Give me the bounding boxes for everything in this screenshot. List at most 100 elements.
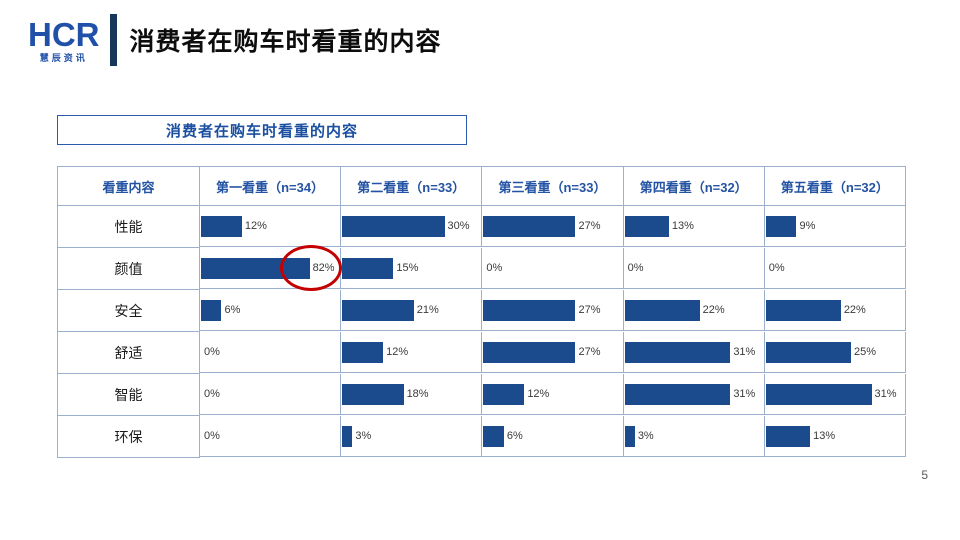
bar-cell: 31% [623, 332, 765, 373]
bar-value-label: 3% [355, 430, 372, 442]
bar-value-label: 22% [843, 304, 866, 316]
column-header: 第一看重（n=34） [200, 167, 342, 206]
value-bar [624, 215, 669, 237]
bar-value-label: 22% [702, 304, 725, 316]
column-header: 看重内容 [58, 167, 200, 206]
bar-cell: 3% [623, 416, 765, 457]
bar-value-label: 12% [386, 346, 409, 358]
bar-cell: 0% [200, 416, 342, 457]
value-bar [624, 299, 700, 321]
section-title: 消费者在购车时看重的内容 [165, 122, 358, 140]
bar-cell: 6% [200, 290, 342, 331]
header-divider-bar [109, 14, 117, 66]
bar-value-label: 6% [506, 430, 523, 442]
bar-value-label: 0% [204, 346, 220, 358]
column-header: 第三看重（n=33） [482, 167, 624, 206]
bar-value-label: 0% [627, 262, 644, 274]
value-bar [483, 215, 576, 237]
column-header: 第五看重（n=32） [764, 167, 906, 206]
bar-value-label: 13% [671, 220, 694, 232]
value-bar [483, 383, 525, 405]
bar-value-label: 12% [527, 388, 550, 400]
hcr-logo: HCR 慧辰资讯 [28, 18, 100, 63]
bar-value-label: 0% [486, 262, 503, 274]
value-bar [765, 425, 811, 447]
row-label: 智能 [58, 374, 200, 416]
bar-cell: 12% [200, 206, 342, 247]
bar-value-label: 27% [578, 304, 601, 316]
value-bar [765, 383, 872, 405]
bar-cell: 12% [341, 332, 483, 373]
bar-cell: 27% [482, 290, 624, 331]
bar-cell: 22% [764, 290, 906, 331]
row-label: 安全 [58, 290, 200, 332]
column-header: 第四看重（n=32） [623, 167, 765, 206]
row-label: 颜值 [58, 248, 200, 290]
bar-cell: 13% [764, 416, 906, 457]
bar-value-label: 31% [733, 388, 756, 400]
bar-cell: 30% [341, 206, 483, 247]
bar-value-label: 82% [312, 262, 335, 274]
value-bar [483, 425, 504, 447]
bar-value-label: 3% [637, 430, 654, 442]
bar-cell: 15% [341, 248, 483, 289]
value-bar [483, 299, 576, 321]
row-label: 性能 [58, 206, 200, 248]
value-bar [342, 299, 414, 321]
bar-cell: 21% [341, 290, 483, 331]
bar-cell: 27% [482, 332, 624, 373]
bar-cell: 0% [482, 248, 624, 289]
page-number: 5 [921, 468, 928, 482]
page-title: 消费者在购车时看重的内容 [129, 28, 442, 56]
row-label: 环保 [58, 416, 200, 458]
bar-value-label: 25% [854, 346, 877, 358]
bar-value-label: 27% [578, 220, 601, 232]
value-bar [342, 215, 445, 237]
bar-value-label: 31% [874, 388, 897, 400]
bar-cell: 22% [623, 290, 765, 331]
bar-cell: 25% [764, 332, 906, 373]
bar-value-label: 31% [733, 346, 756, 358]
column-header: 第二看重（n=33） [341, 167, 483, 206]
value-bar [342, 383, 404, 405]
value-bar [765, 299, 841, 321]
bar-value-label: 0% [204, 388, 220, 400]
bar-cell: 18% [341, 374, 483, 415]
bar-value-label: 15% [396, 262, 419, 274]
logo-subtext: 慧辰资讯 [39, 52, 88, 63]
row-label: 舒适 [58, 332, 200, 374]
value-bar [342, 341, 384, 363]
value-bar [483, 341, 576, 363]
bar-cell: 0% [764, 248, 906, 289]
slide-header: HCR 慧辰资讯 消费者在购车时看重的内容 [28, 14, 442, 66]
value-bar [624, 341, 731, 363]
value-bar [201, 299, 222, 321]
bar-cell: 13% [623, 206, 765, 247]
bar-value-label: 9% [799, 220, 816, 232]
bar-value-label: 12% [244, 220, 267, 232]
bar-cell: 12% [482, 374, 624, 415]
bar-value-label: 0% [204, 430, 220, 442]
value-bar [624, 383, 731, 405]
value-bar [765, 215, 797, 237]
bar-value-label: 21% [416, 304, 439, 316]
bar-value-label: 6% [224, 304, 241, 316]
bar-value-label: 27% [578, 346, 601, 358]
bar-cell: 0% [200, 332, 342, 373]
bar-cell: 0% [623, 248, 765, 289]
bar-value-label: 30% [447, 220, 470, 232]
bar-cell: 31% [623, 374, 765, 415]
value-bar [342, 257, 394, 279]
bar-cell: 0% [200, 374, 342, 415]
importance-table: 看重内容 第一看重（n=34） 第二看重（n=33） 第三看重（n=33） 第四看重（n… [57, 166, 906, 458]
bar-cell: 27% [482, 206, 624, 247]
value-bar [765, 341, 852, 363]
logo-text: HCR [28, 15, 100, 53]
bar-value-label: 13% [813, 430, 836, 442]
value-bar [201, 257, 310, 279]
section-title-box: 消费者在购车时看重的内容 [57, 115, 467, 145]
bar-value-label: 0% [768, 262, 785, 274]
value-bar [342, 425, 353, 447]
bar-cell: 3% [341, 416, 483, 457]
